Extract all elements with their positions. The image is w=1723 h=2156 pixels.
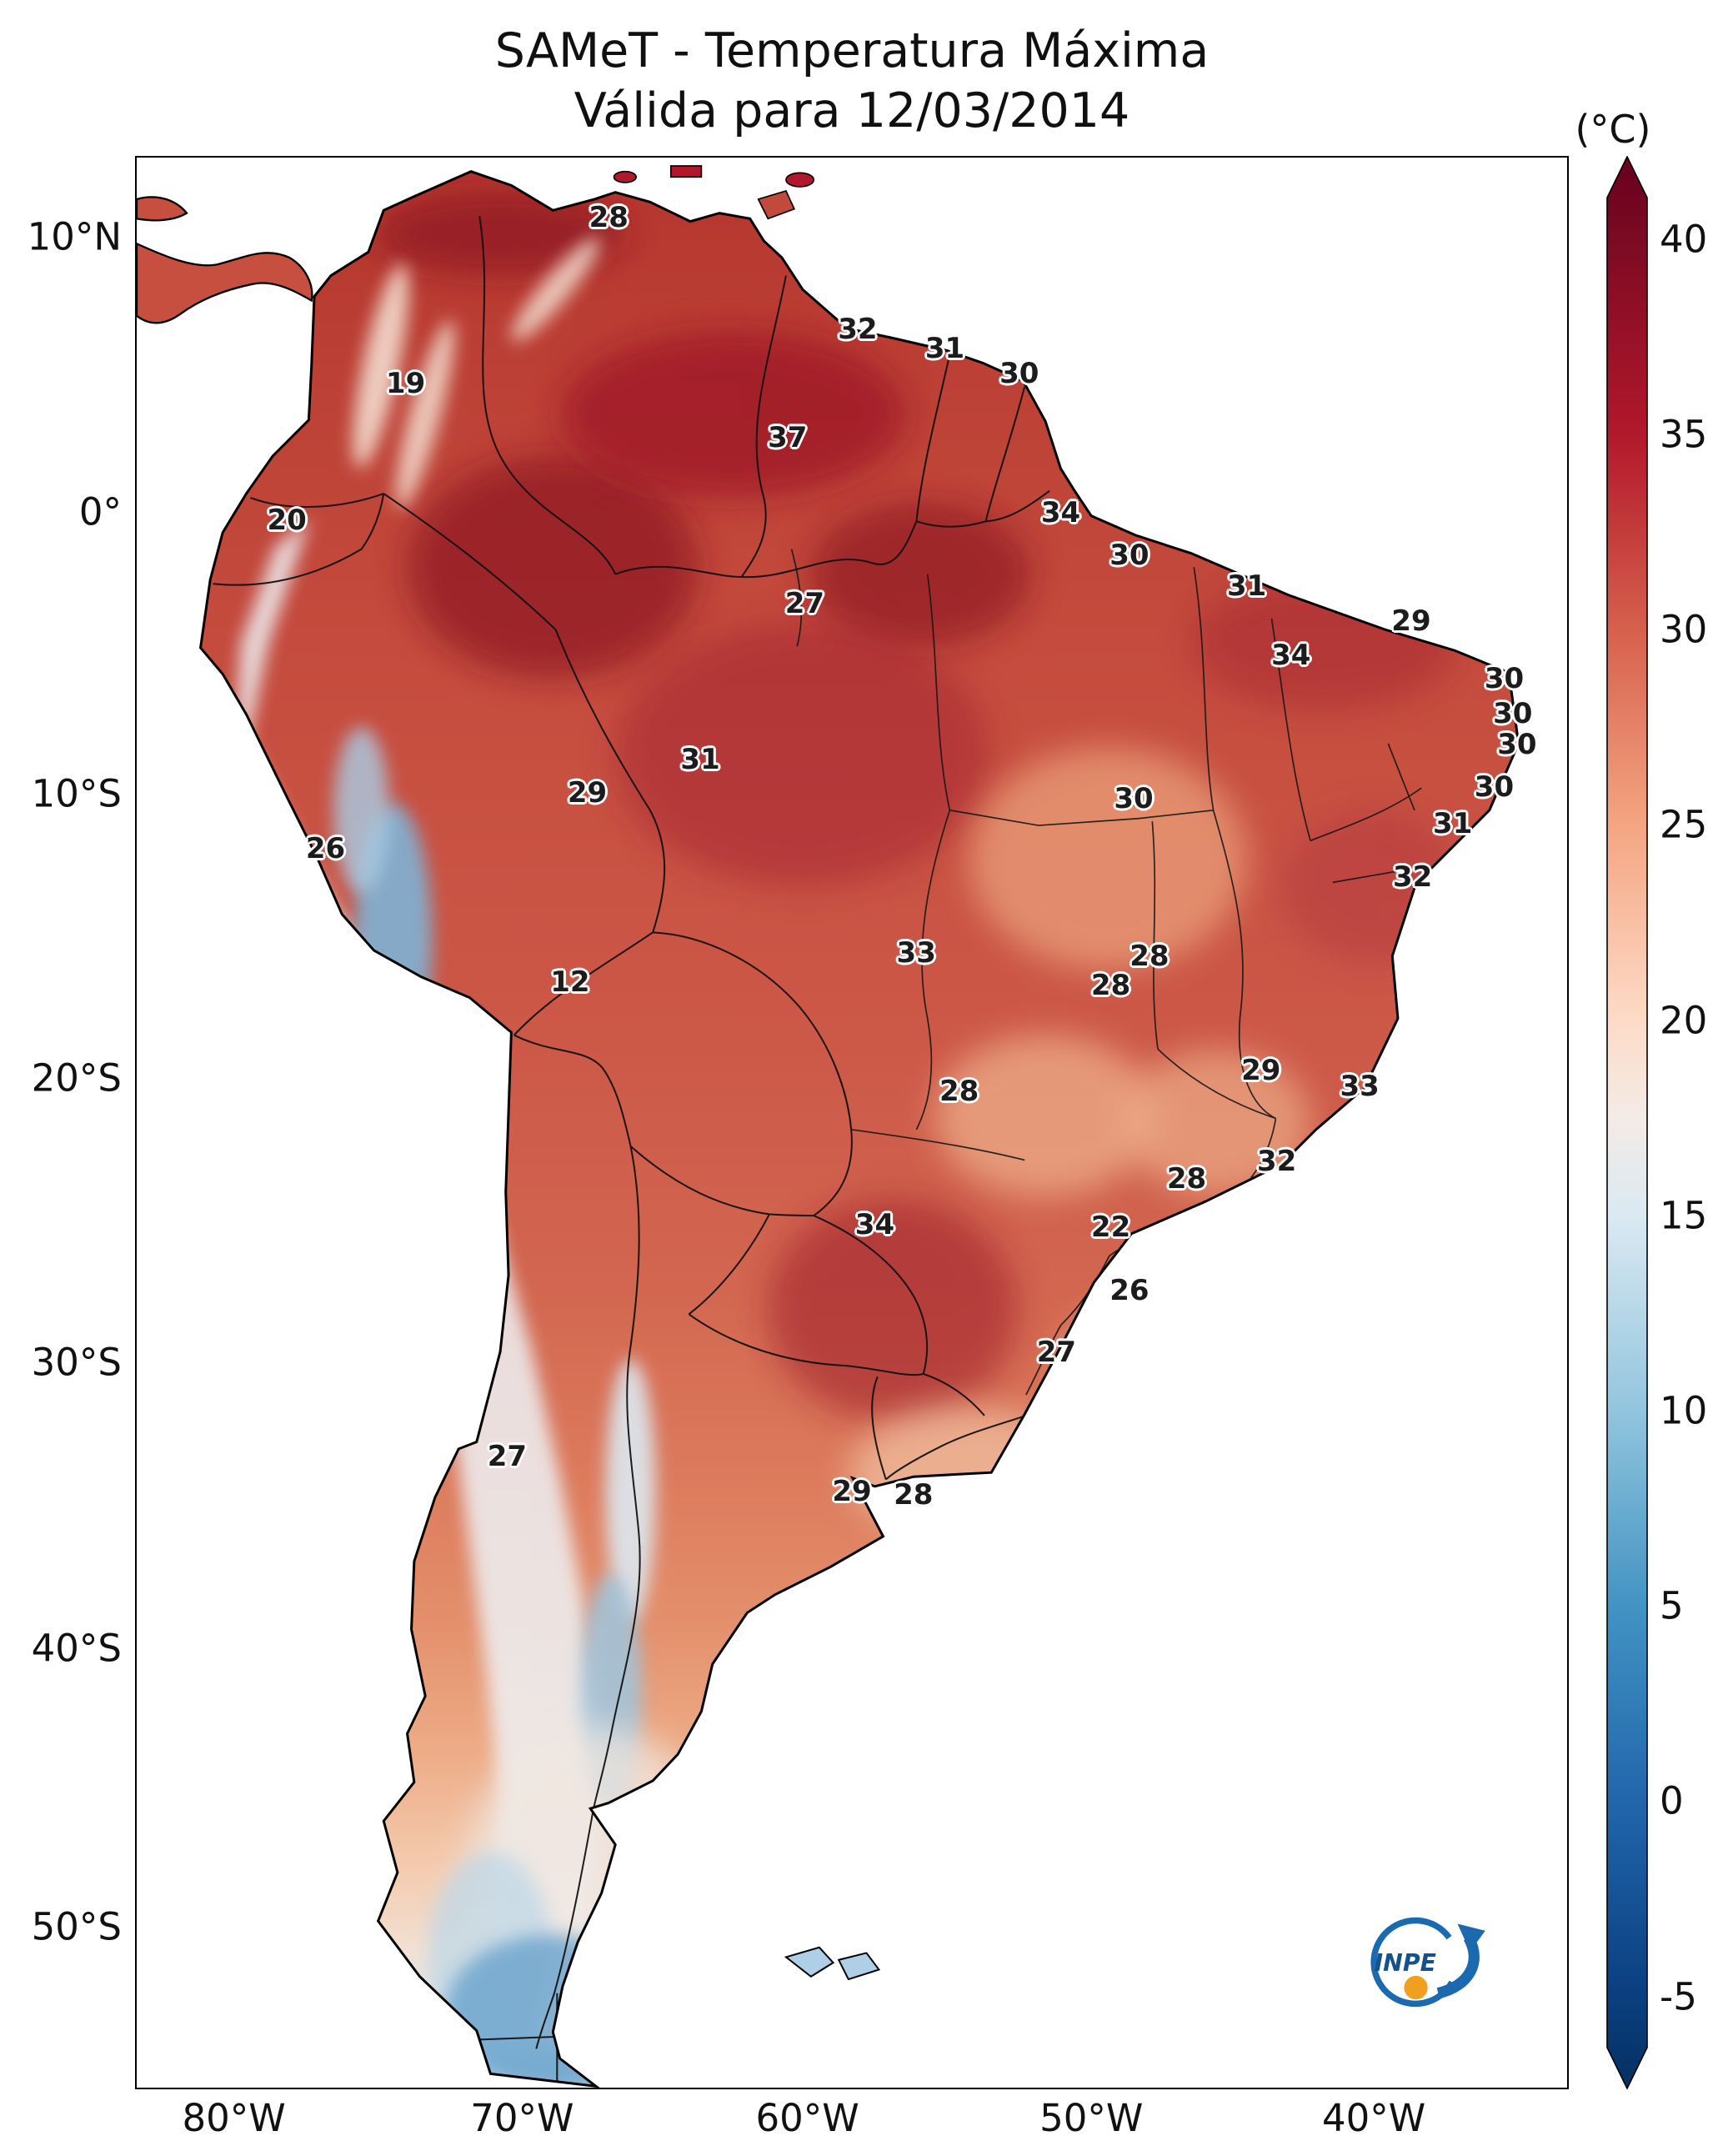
temp-label: 30 (1474, 770, 1515, 804)
y-axis-tick-label: 40°S (31, 1626, 122, 1671)
colorbar-ticks: 40 35 30 25 20 15 10 5 0 -5 (1660, 156, 1723, 2089)
x-axis-tick-label: 50°W (1039, 2096, 1144, 2140)
colorbar-unit-label: (°C) (1575, 107, 1651, 152)
temp-label: 32 (1256, 1144, 1297, 1178)
temp-label: 34 (1271, 639, 1311, 673)
colorbar-tick-label: 15 (1660, 1193, 1708, 1238)
temp-label: 27 (1036, 1335, 1077, 1369)
y-axis-tick-label: 10°S (31, 771, 122, 816)
temperature-labels-layer: 28 32 31 30 19 37 34 20 30 31 27 29 34 30 30 30 31 30 29 30… (137, 158, 1567, 2088)
colorbar-gradient (1606, 155, 1648, 2090)
inpe-logo: INPE (1370, 1917, 1485, 2008)
colorbar-tick-label: -5 (1660, 1974, 1697, 2019)
temp-label: 26 (1109, 1273, 1150, 1307)
temp-label: 30 (1493, 696, 1533, 730)
x-axis-tick-label: 60°W (755, 2096, 859, 2140)
y-axis-tick-label: 20°S (31, 1055, 122, 1101)
falkland-islands (784, 1946, 881, 1981)
colorbar-tick-label: 25 (1660, 802, 1708, 847)
temp-label: 37 (768, 420, 808, 454)
temp-label: 29 (1241, 1053, 1281, 1087)
temp-label: 19 (385, 366, 426, 400)
y-axis-tick-label: 30°S (31, 1340, 122, 1385)
figure-title: SAMeT - Temperatura Máxima (494, 23, 1210, 78)
inpe-orange-dot (1404, 1975, 1428, 2000)
temp-label: 28 (1090, 969, 1131, 1003)
temp-label: 30 (1497, 727, 1537, 761)
x-axis-tick-label: 70°W (470, 2096, 574, 2140)
colorbar (1606, 155, 1648, 2090)
y-axis-tick-label: 10°N (27, 214, 122, 259)
colorbar-tick-label: 10 (1660, 1388, 1708, 1433)
temp-label: 34 (854, 1208, 895, 1242)
temp-label: 20 (267, 504, 307, 538)
colorbar-tick-label: 30 (1660, 607, 1708, 652)
y-axis-tick-label: 0° (78, 489, 122, 534)
temp-label: 28 (1129, 940, 1170, 974)
temp-label: 31 (680, 743, 720, 777)
colorbar-tick-label: 0 (1660, 1778, 1684, 1823)
inpe-logo-text: INPE (1375, 1949, 1436, 1977)
temp-label: 27 (487, 1439, 528, 1473)
temp-label: 30 (999, 357, 1039, 391)
south-america-temperature-map: INPE (137, 165, 1520, 2088)
temp-label: 30 (1484, 662, 1525, 696)
inpe-arrow-head (1457, 1923, 1485, 1952)
figure-subtitle-date: Válida para 12/03/2014 (573, 83, 1130, 138)
state-borders (790, 549, 1422, 1396)
colorbar-tick-label: 35 (1660, 412, 1708, 457)
temp-label: 32 (1393, 860, 1433, 895)
colorbar-tick-label: 20 (1660, 998, 1708, 1043)
temp-label: 28 (894, 1478, 934, 1512)
temp-label: 30 (1109, 538, 1150, 572)
temp-label: 30 (1114, 781, 1154, 815)
x-axis-tick-label: 80°W (182, 2096, 286, 2140)
temp-label: 28 (1166, 1161, 1207, 1196)
y-axis-latitude: 10°N 0° 10°S 20°S 30°S 40°S 50°S (0, 156, 122, 2089)
map-panel: INPE 28 32 31 30 19 37 34 20 30 31 27 29 34 30 30 30 31 3… (135, 156, 1569, 2089)
temp-label: 12 (550, 965, 590, 999)
temp-label: 31 (924, 332, 965, 366)
temp-label: 31 (1226, 569, 1267, 603)
temp-label: 28 (939, 1075, 979, 1109)
y-axis-tick-label: 50°S (31, 1904, 122, 1949)
panama-isthmus (137, 196, 313, 324)
country-borders (213, 215, 1050, 2085)
temp-label: 29 (832, 1474, 872, 1508)
temp-label: 29 (567, 775, 608, 810)
colorbar-tick-label: 40 (1660, 217, 1708, 262)
temp-label: 31 (1433, 806, 1473, 840)
temp-label: 27 (784, 586, 825, 620)
colorbar-tick-label: 5 (1660, 1583, 1684, 1628)
temp-label: 32 (838, 313, 878, 347)
inpe-globe-swirl (1370, 1917, 1455, 2008)
temp-label: 33 (896, 935, 936, 970)
temp-label: 34 (1040, 495, 1081, 529)
x-axis-longitude: 80°W 70°W 60°W 50°W 40°W (135, 2096, 1569, 2146)
temp-label: 29 (1391, 604, 1431, 638)
temp-label: 33 (1340, 1069, 1380, 1103)
caribbean-islands (613, 165, 815, 220)
temp-label: 28 (589, 200, 629, 234)
x-axis-tick-label: 40°W (1321, 2096, 1426, 2140)
temp-label: 22 (1090, 1210, 1131, 1244)
temp-label: 26 (305, 831, 346, 865)
